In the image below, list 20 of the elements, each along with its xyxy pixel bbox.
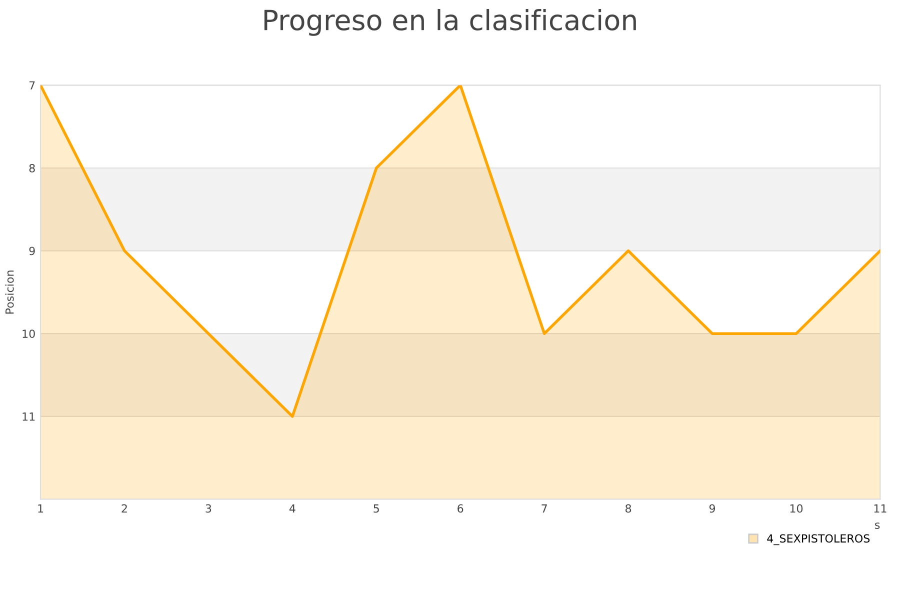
x-tick-label: 4 (289, 504, 296, 513)
x-tick-label: 1 (38, 504, 44, 513)
x-tick-label: 9 (709, 504, 716, 513)
legend-label: 4_SEXPISTOLEROS (767, 534, 870, 546)
x-tick-label: 10 (790, 504, 803, 513)
x-tick-label: 11 (874, 504, 886, 513)
x-tick-label: 5 (374, 504, 379, 513)
x-tick-label: 3 (206, 504, 212, 513)
x-tick-label: 2 (122, 504, 127, 513)
y-axis-title: Posicion (5, 270, 14, 314)
x-tick-label: 7 (542, 504, 547, 513)
chart-title: Progreso en la clasificacion (264, 9, 636, 36)
y-tick-label: 7 (29, 81, 35, 90)
y-tick-label: 11 (22, 412, 35, 421)
x-tick-label: 8 (626, 504, 632, 513)
x-tick-label: 6 (458, 504, 464, 513)
y-tick-label: 8 (29, 164, 35, 172)
y-tick-label: 9 (29, 246, 35, 256)
y-tick-label: 10 (22, 330, 35, 338)
x-axis-title: s (875, 522, 880, 529)
